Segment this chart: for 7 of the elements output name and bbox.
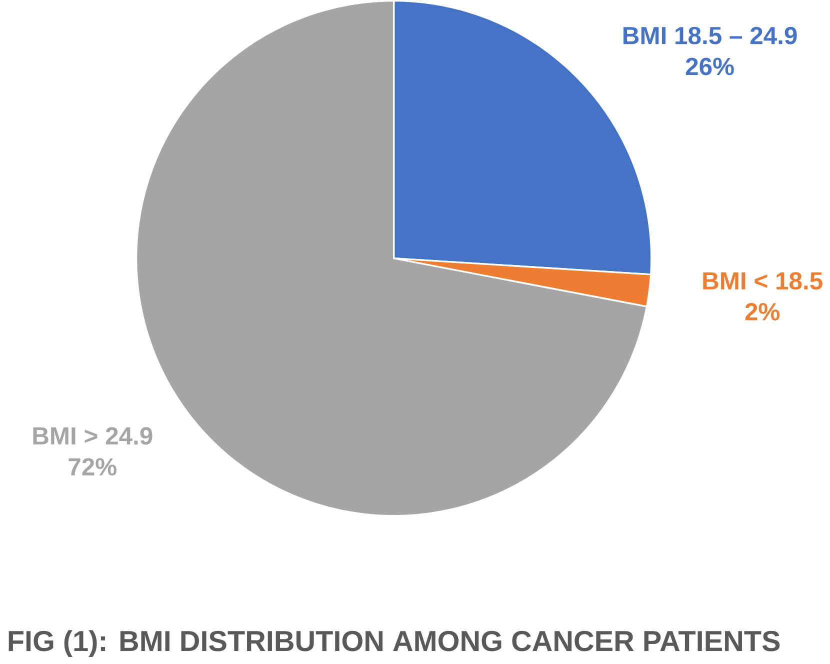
data-label: 26% (686, 58, 734, 76)
data-label: 72% (68, 458, 116, 476)
slice-label: BMI 18.5 – 24.9 (624, 26, 797, 44)
slice-label: BMI > 24.9 (33, 427, 152, 445)
slice-label: BMI < 18.5 (703, 272, 822, 290)
data-label: 2% (745, 303, 780, 321)
text: FIG (1): BMI DISTRIBUTION AMONG CANCER PATIENTS (8, 630, 780, 658)
